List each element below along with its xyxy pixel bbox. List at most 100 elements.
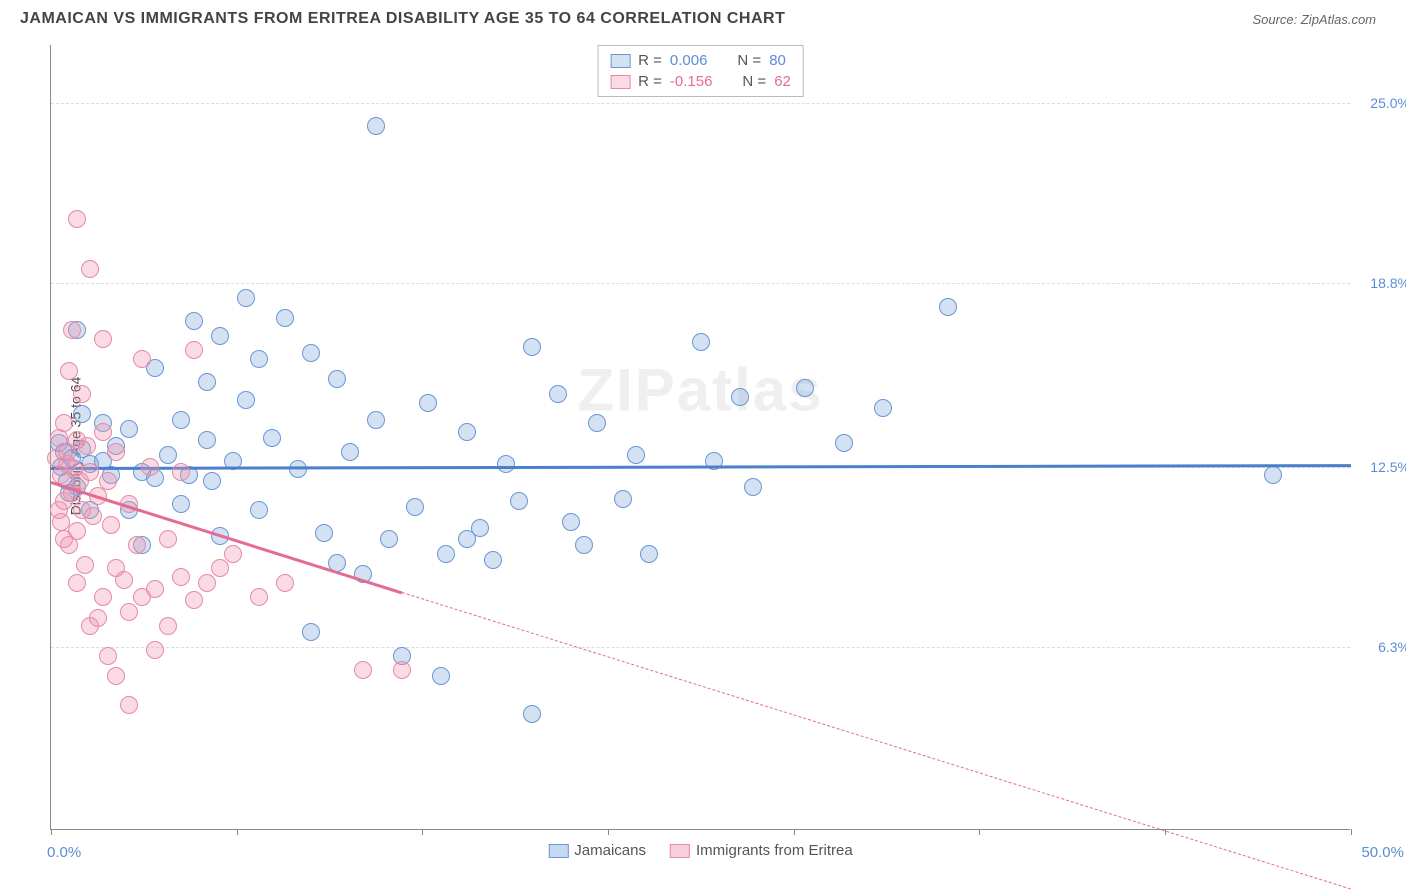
data-point bbox=[172, 463, 190, 481]
data-point bbox=[328, 370, 346, 388]
data-point bbox=[185, 591, 203, 609]
data-point bbox=[380, 530, 398, 548]
data-point bbox=[874, 399, 892, 417]
legend-swatch bbox=[670, 844, 690, 858]
data-point bbox=[354, 661, 372, 679]
data-point bbox=[471, 519, 489, 537]
data-point bbox=[120, 420, 138, 438]
trend-line bbox=[402, 592, 1351, 890]
trend-line bbox=[51, 464, 1351, 470]
gridline bbox=[51, 647, 1350, 648]
data-point bbox=[744, 478, 762, 496]
data-point bbox=[419, 394, 437, 412]
data-point bbox=[99, 647, 117, 665]
data-point bbox=[432, 667, 450, 685]
data-point bbox=[94, 330, 112, 348]
data-point bbox=[172, 411, 190, 429]
data-point bbox=[146, 641, 164, 659]
bottom-legend: Jamaicans Immigrants from Eritrea bbox=[548, 842, 852, 859]
data-point bbox=[102, 516, 120, 534]
data-point bbox=[146, 580, 164, 598]
data-point bbox=[276, 574, 294, 592]
y-tick-label: 18.8% bbox=[1355, 275, 1406, 291]
data-point bbox=[81, 260, 99, 278]
data-point bbox=[588, 414, 606, 432]
data-point bbox=[185, 341, 203, 359]
data-point bbox=[263, 429, 281, 447]
data-point bbox=[237, 289, 255, 307]
data-point bbox=[510, 492, 528, 510]
data-point bbox=[302, 623, 320, 641]
data-point bbox=[367, 411, 385, 429]
data-point bbox=[237, 391, 255, 409]
data-point bbox=[73, 405, 91, 423]
data-point bbox=[63, 321, 81, 339]
gridline bbox=[51, 283, 1350, 284]
data-point bbox=[302, 344, 320, 362]
data-point bbox=[198, 574, 216, 592]
legend-swatch bbox=[548, 844, 568, 858]
y-tick-label: 25.0% bbox=[1355, 95, 1406, 111]
gridline bbox=[51, 103, 1350, 104]
data-point bbox=[458, 423, 476, 441]
data-point bbox=[315, 524, 333, 542]
data-point bbox=[627, 446, 645, 464]
data-point bbox=[94, 423, 112, 441]
data-point bbox=[185, 312, 203, 330]
data-point bbox=[614, 490, 632, 508]
data-point bbox=[393, 661, 411, 679]
data-point bbox=[523, 705, 541, 723]
legend-swatch bbox=[610, 54, 630, 68]
stat-r-value: 0.006 bbox=[670, 52, 708, 69]
trend-line bbox=[51, 481, 403, 594]
data-point bbox=[55, 414, 73, 432]
stat-row: R = -0.156N = 62 bbox=[610, 71, 791, 92]
data-point bbox=[276, 309, 294, 327]
data-point bbox=[484, 551, 502, 569]
data-point bbox=[172, 495, 190, 513]
data-point bbox=[406, 498, 424, 516]
stat-r-label: R = bbox=[638, 52, 662, 69]
data-point bbox=[133, 350, 151, 368]
data-point bbox=[68, 522, 86, 540]
data-point bbox=[159, 530, 177, 548]
data-point bbox=[78, 437, 96, 455]
stat-n-value: 80 bbox=[769, 52, 786, 69]
stat-n-label: N = bbox=[737, 52, 761, 69]
stat-r-value: -0.156 bbox=[670, 73, 713, 90]
data-point bbox=[76, 556, 94, 574]
legend-item: Jamaicans bbox=[548, 842, 646, 859]
data-point bbox=[692, 333, 710, 351]
data-point bbox=[523, 338, 541, 356]
y-tick-label: 12.5% bbox=[1355, 459, 1406, 475]
data-point bbox=[289, 460, 307, 478]
stat-n-value: 62 bbox=[774, 73, 791, 90]
data-point bbox=[211, 327, 229, 345]
data-point bbox=[497, 455, 515, 473]
data-point bbox=[84, 507, 102, 525]
x-tick bbox=[1351, 829, 1352, 835]
data-point bbox=[250, 350, 268, 368]
watermark: ZIPatlas bbox=[577, 355, 823, 424]
data-point bbox=[549, 385, 567, 403]
data-point bbox=[141, 458, 159, 476]
data-point bbox=[640, 545, 658, 563]
data-point bbox=[172, 568, 190, 586]
data-point bbox=[94, 588, 112, 606]
data-point bbox=[68, 210, 86, 228]
stat-legend: R = 0.006 N = 80 R = -0.156N = 62 bbox=[597, 45, 804, 97]
data-point bbox=[68, 574, 86, 592]
data-point bbox=[1264, 466, 1282, 484]
data-point bbox=[107, 667, 125, 685]
data-point bbox=[159, 446, 177, 464]
legend-item: Immigrants from Eritrea bbox=[670, 842, 853, 859]
data-point bbox=[120, 696, 138, 714]
source-attribution: Source: ZipAtlas.com bbox=[1252, 12, 1376, 27]
data-point bbox=[341, 443, 359, 461]
x-tick bbox=[794, 829, 795, 835]
data-point bbox=[107, 443, 125, 461]
data-point bbox=[159, 617, 177, 635]
data-point bbox=[60, 362, 78, 380]
data-point bbox=[89, 609, 107, 627]
data-point bbox=[250, 501, 268, 519]
